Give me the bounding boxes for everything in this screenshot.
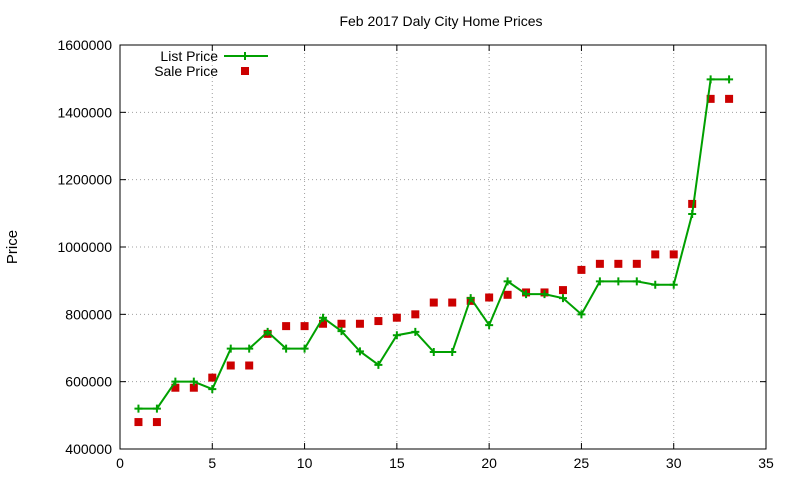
list-price-line (138, 78, 730, 410)
sale-price-point (152, 418, 161, 427)
y-axis-label: Price (4, 230, 21, 264)
y-tick-label: 800000 (65, 306, 112, 322)
sale-price-point (577, 265, 586, 274)
sale-price-point (651, 250, 660, 259)
sale-price-point (411, 310, 420, 319)
list-price-point (319, 313, 328, 322)
list-price-point (577, 310, 586, 319)
y-tick-label: 1200000 (57, 172, 112, 188)
grid (120, 45, 766, 449)
x-tick-label: 35 (758, 455, 774, 471)
list-price-point (208, 385, 217, 394)
list-price-point (522, 290, 531, 299)
legend-marker-sale-price (241, 67, 249, 75)
sale-price-point (355, 319, 364, 328)
sale-price-point (558, 286, 567, 295)
sale-price-point (282, 322, 291, 331)
list-price-point (466, 294, 475, 303)
x-tick-label: 25 (574, 455, 590, 471)
sale-price-point (374, 317, 383, 326)
sale-price-point (632, 259, 641, 268)
y-tick-label: 400000 (65, 441, 112, 457)
list-price-point (411, 327, 420, 336)
list-price-point (429, 348, 438, 357)
sale-price-point (189, 383, 198, 392)
x-tick-label: 5 (208, 455, 216, 471)
sale-price-point (245, 361, 254, 370)
sale-price-point (226, 361, 235, 370)
sale-price-point (595, 259, 604, 268)
sale-price-point (485, 293, 494, 302)
list-price-point (669, 280, 678, 289)
list-price-point (355, 347, 364, 356)
list-price-point (171, 377, 180, 386)
list-price-point (485, 321, 494, 330)
sale-price-point (319, 319, 328, 328)
list-price-point (688, 210, 697, 219)
x-tick-label: 0 (116, 455, 124, 471)
x-tick-label: 15 (389, 455, 405, 471)
list-price-point (374, 360, 383, 369)
list-price-point (263, 327, 272, 336)
list-price-point (540, 290, 549, 299)
legend-marker-list-price (241, 52, 249, 60)
list-price-point (558, 294, 567, 303)
y-tick-label: 1000000 (57, 239, 112, 255)
sale-price-point (614, 259, 623, 268)
sale-price-point (725, 94, 734, 103)
sale-price-point (503, 290, 512, 299)
list-price-point (503, 277, 512, 286)
x-tick-label: 20 (481, 455, 497, 471)
sale-price-point (448, 298, 457, 307)
y-tick-label: 600000 (65, 374, 112, 390)
y-tick-label: 1600000 (57, 37, 112, 53)
list-price-point (614, 277, 623, 286)
sale-price-point (706, 94, 715, 103)
list-price-point (632, 277, 641, 286)
legend-label-sale-price: Sale Price (154, 63, 218, 79)
list-price-point (595, 277, 604, 286)
list-price-point (392, 331, 401, 340)
list-price-point (448, 348, 457, 357)
list-price-point (152, 404, 161, 413)
list-price-point (245, 344, 254, 353)
x-tick-label: 10 (297, 455, 313, 471)
list-price-point (725, 75, 734, 84)
legend: List Price Sale Price (154, 48, 268, 79)
sale-price-point (669, 250, 678, 259)
list-price-point (337, 327, 346, 336)
sale-price-point (392, 313, 401, 322)
legend-label-list-price: List Price (160, 48, 218, 64)
sale-price-point (337, 319, 346, 328)
list-price-point (134, 404, 143, 413)
sale-price-point (300, 322, 309, 331)
list-price-point (651, 280, 660, 289)
list-price-point (282, 344, 291, 353)
series (134, 75, 734, 427)
sale-price-point (688, 199, 697, 208)
list-price-point (189, 377, 198, 386)
list-price-point (226, 344, 235, 353)
axis-ticks: 0 5 10 15 20 25 30 35 400000 600000 800000 1000000 1… (57, 37, 774, 471)
sale-price-point (208, 373, 217, 382)
x-tick-label: 30 (666, 455, 682, 471)
chart-title: Feb 2017 Daly City Home Prices (339, 13, 542, 29)
sale-price-point (429, 298, 438, 307)
y-tick-label: 1400000 (57, 104, 112, 120)
sale-price-point (134, 418, 143, 427)
list-price-point (706, 75, 715, 84)
list-price-point (300, 344, 309, 353)
sale-price-point (171, 383, 180, 392)
